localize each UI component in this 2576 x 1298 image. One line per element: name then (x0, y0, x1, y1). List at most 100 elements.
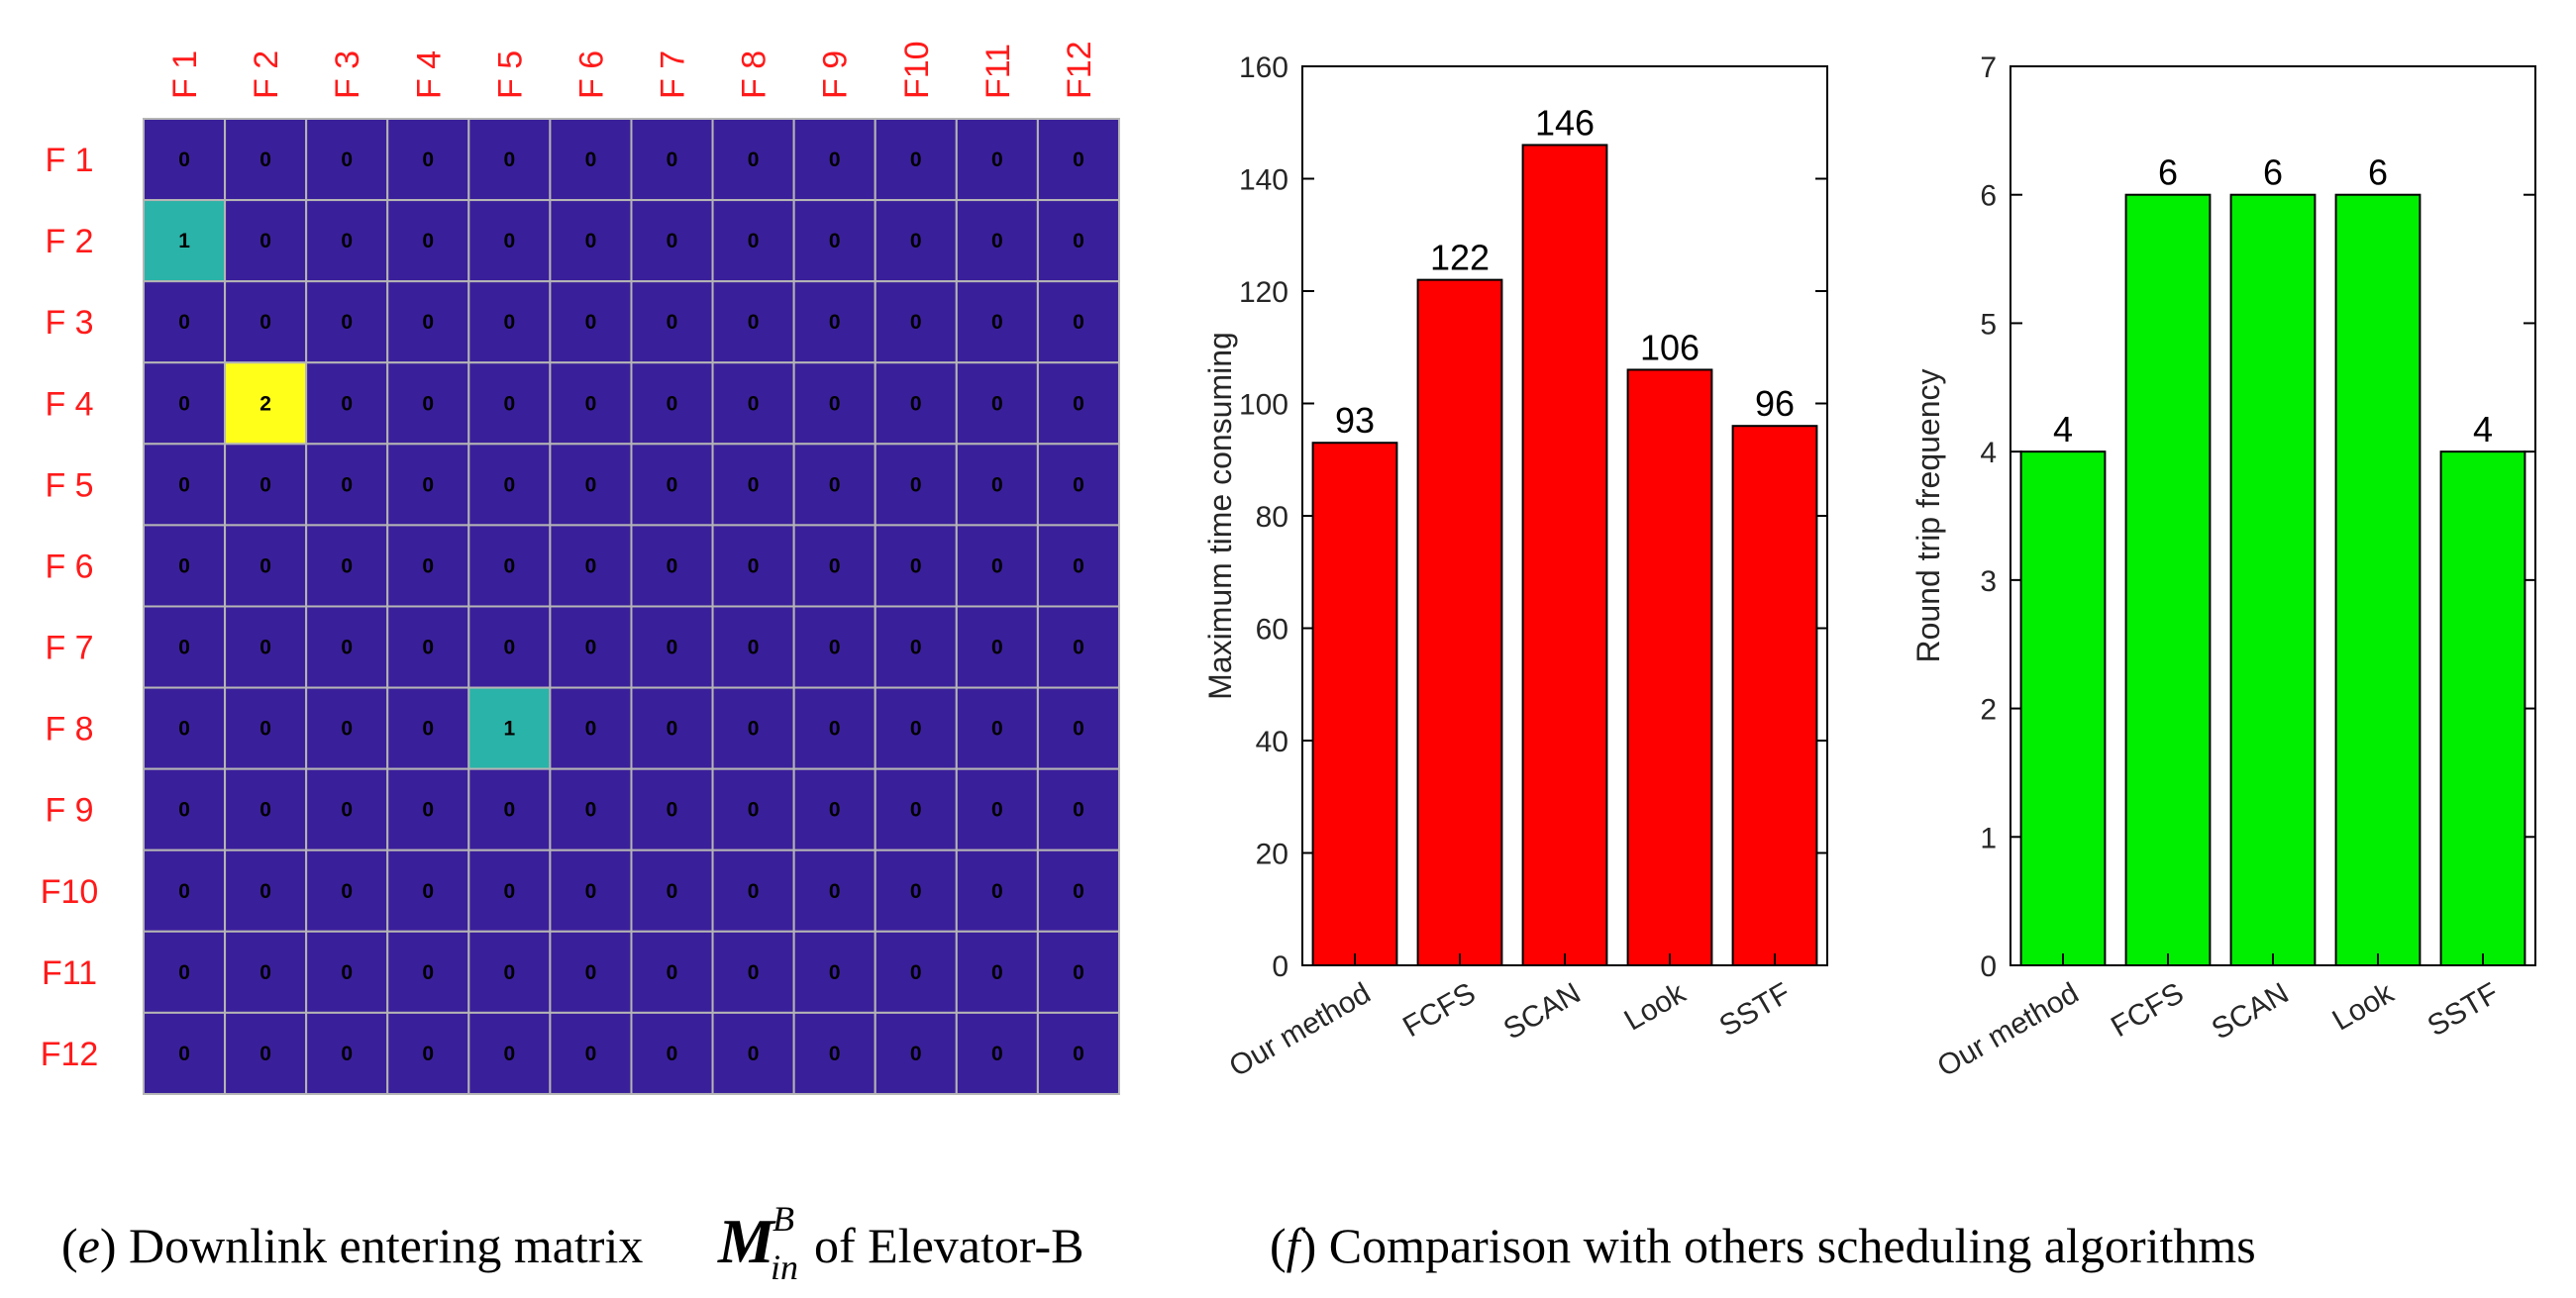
heatmap-cell (143, 686, 227, 770)
heatmap-cell (467, 686, 552, 770)
heatmap-cell-value: 0 (910, 392, 922, 415)
x-tick-label: SCAN (2207, 976, 2295, 1046)
heatmap-col-label: F 8 (736, 50, 773, 99)
heatmap-cell (874, 361, 958, 446)
heatmap-cell (224, 443, 308, 527)
heatmap-cell-value: 0 (585, 149, 597, 171)
heatmap-cell-value: 0 (1073, 1043, 1084, 1065)
heatmap-cell (305, 361, 389, 446)
heatmap-row-label: F 1 (45, 142, 93, 179)
heatmap-cell (874, 118, 958, 202)
heatmap-cell (143, 199, 227, 283)
bar-value-label: 146 (1535, 102, 1595, 143)
heatmap-cell (711, 605, 795, 689)
heatmap-cell (224, 280, 308, 364)
heatmap-cell-value: 0 (748, 961, 760, 984)
heatmap-cell-value: 0 (910, 473, 922, 496)
heatmap-cell (224, 118, 308, 202)
heatmap-cell (955, 443, 1039, 527)
heatmap-cell-value: 0 (422, 473, 434, 496)
heatmap-cell (305, 118, 389, 202)
heatmap-cell (1036, 524, 1120, 608)
bar (2334, 193, 2421, 966)
heatmap-cell (1036, 118, 1120, 202)
heatmap-cell-value: 0 (178, 718, 190, 741)
y-tick-label: 140 (1239, 164, 1288, 197)
y-tick-label: 80 (1256, 501, 1288, 534)
heatmap-cell-value: 0 (341, 718, 353, 741)
heatmap-cell (386, 443, 470, 527)
bar (1521, 144, 1608, 966)
heatmap-cell-value: 0 (910, 880, 922, 903)
heatmap-cell (305, 930, 389, 1014)
heatmap-col-label: F 7 (655, 50, 692, 99)
heatmap-cell-value: 0 (991, 149, 1003, 171)
heatmap-cell (467, 930, 552, 1014)
heatmap-cell (549, 849, 633, 933)
heatmap-cell-value: 0 (991, 392, 1003, 415)
heatmap-cell (630, 930, 714, 1014)
heatmap-cell-value: 0 (504, 473, 516, 496)
heatmap-cell-value: 0 (1073, 149, 1084, 171)
heatmap-cell-value: 0 (422, 880, 434, 903)
x-tick-label: SSTF (1714, 976, 1797, 1043)
heatmap-cell-value: 0 (829, 311, 841, 334)
heatmap-cell-value: 0 (341, 230, 353, 252)
x-tick-label: FCFS (2106, 976, 2189, 1044)
heatmap-cell-value: 0 (341, 554, 353, 577)
heatmap-row-labels: F 1 F 2 F 3 F 4 F 5 F 6 F 7 F 8 F 9 F10 F11 F12 (41, 142, 99, 1073)
heatmap-cell-value: 0 (910, 637, 922, 659)
heatmap-cell-value: 0 (341, 880, 353, 903)
heatmap-cell-value: 0 (991, 1043, 1003, 1065)
heatmap-row-label: F 4 (45, 385, 93, 423)
bar-chart-max-time: 0 20 40 60 80 100 120 140 160 93 Our method 122 FCFS… (1202, 51, 1828, 1083)
heatmap-cell-value: 0 (341, 799, 353, 822)
heatmap-cell (305, 767, 389, 851)
heatmap-cell (711, 1011, 795, 1095)
caption-f-text: Comparison with others scheduling algori… (1329, 1218, 2256, 1273)
heatmap-cell-value: 0 (259, 637, 271, 659)
y-tick-label: 4 (1980, 437, 1997, 469)
y-tick-label: 6 (1980, 180, 1997, 213)
heatmap-cell (549, 199, 633, 283)
heatmap-cell-value: 0 (910, 311, 922, 334)
heatmap-cell (955, 767, 1039, 851)
heatmap-cell-value: 0 (422, 311, 434, 334)
heatmap-cell-value: 0 (422, 230, 434, 252)
heatmap-cell (792, 605, 876, 689)
heatmap-cell-value: 0 (667, 799, 678, 822)
heatmap-cell-value: 0 (667, 230, 678, 252)
heatmap-cell-value: 0 (504, 961, 516, 984)
heatmap-col-label: F10 (898, 41, 936, 99)
heatmap-cell (711, 686, 795, 770)
bar (1731, 425, 1818, 966)
heatmap-cell-value: 0 (748, 880, 760, 903)
heatmap-cell (630, 443, 714, 527)
heatmap-cell-value: 0 (504, 311, 516, 334)
heatmap-cell-value: 0 (748, 149, 760, 171)
heatmap-cell-value: 0 (259, 554, 271, 577)
heatmap-cell-value: 0 (341, 961, 353, 984)
bar (2229, 193, 2317, 966)
heatmap-cell-value: 0 (829, 473, 841, 496)
heatmap-cell-value: 0 (585, 1043, 597, 1065)
heatmap-cell-value: 0 (667, 554, 678, 577)
bar-chart-round-trip: 0 1 2 3 4 5 6 7 4 Our method 6 FCFS 6 SCAN 6 Look 4 SSTF R… (1910, 51, 2536, 1083)
heatmap-cell (386, 1011, 470, 1095)
bar (2019, 450, 2107, 966)
heatmap-cell-value: 0 (178, 880, 190, 903)
caption-e-text: Downlink entering matrix (129, 1218, 643, 1273)
heatmap-cell-value: 0 (585, 880, 597, 903)
heatmap-cell-value: 0 (1073, 230, 1084, 252)
heatmap-cell-value: 0 (178, 961, 190, 984)
heatmap-cell (143, 930, 227, 1014)
x-tick-label: Look (1619, 976, 1693, 1038)
y-tick-label: 0 (1272, 950, 1288, 983)
heatmap-cell (143, 280, 227, 364)
heatmap-cell-value: 0 (910, 799, 922, 822)
heatmap-col-label: F 3 (329, 50, 366, 99)
y-tick-label: 100 (1239, 389, 1288, 422)
heatmap-cell (467, 280, 552, 364)
heatmap-row-label: F 9 (45, 792, 93, 830)
